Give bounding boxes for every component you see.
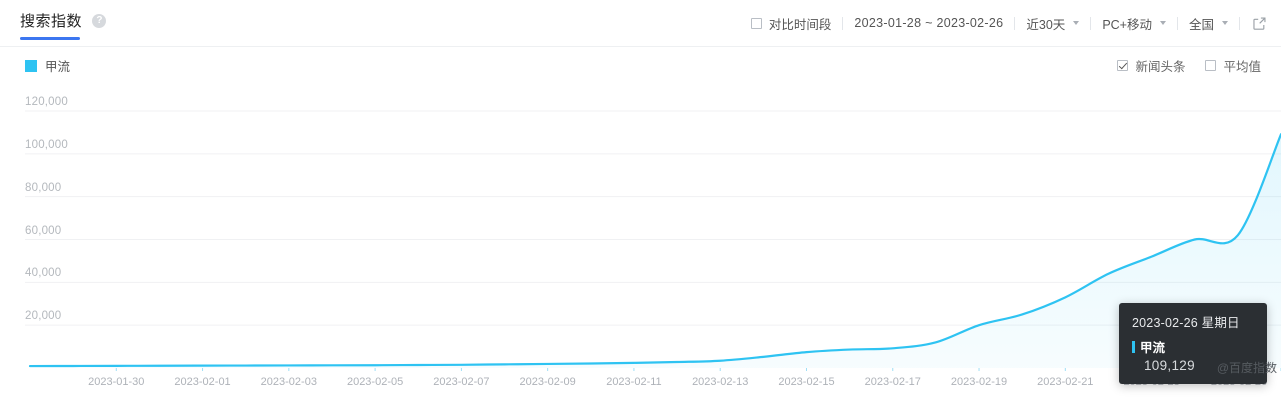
legend-row: 甲流 新闻头条 平均值: [0, 47, 1281, 82]
tab-active-indicator: [20, 37, 80, 40]
tooltip-color-bar: [1132, 340, 1135, 353]
chart-tooltip: 2023-02-26 星期日 甲流 109,129 @百度指数: [1119, 303, 1277, 384]
x-axis-tick-label: 2023-02-11: [606, 376, 662, 388]
x-axis-tick-label: 2023-02-21: [1037, 376, 1094, 388]
x-axis-tick-label: 2023-02-01: [174, 376, 231, 388]
watermark-inner: @百度指数: [1216, 361, 1277, 375]
line-chart[interactable]: 120,000 100,000 80,000 60,000 40,000 20,000 2…: [0, 86, 1281, 403]
legend-color-swatch: [25, 59, 37, 72]
x-axis-tick-label: 2023-02-15: [778, 376, 835, 388]
period-select[interactable]: 近30天: [1015, 14, 1090, 33]
legend-series-label: 甲流: [45, 60, 71, 74]
x-axis: 2023-01-30 2023-02-01 2023-02-03 2023-02-05…: [0, 86, 1281, 403]
chart-options: 新闻头条 平均值: [1097, 56, 1261, 75]
news-headline-label: 新闻头条: [1135, 60, 1186, 74]
tooltip-value: 109,129: [1144, 358, 1195, 373]
y-axis-tick-label: 80,000: [25, 181, 62, 194]
x-axis-tick-label: 2023-02-13: [692, 376, 749, 388]
checkbox-box: [1205, 60, 1217, 71]
date-range-label: 2023-01-28 ~ 2023-02-26: [854, 16, 1004, 30]
legend-item-series[interactable]: 甲流: [25, 56, 70, 75]
device-label: PC+移动: [1102, 17, 1152, 32]
page-title: 搜索指数: [20, 13, 83, 30]
chart-series-line: [28, 133, 1281, 368]
external-link-icon[interactable]: [1240, 16, 1281, 31]
y-axis-tick-label: 60,000: [25, 224, 62, 237]
x-axis-tick-label: 2023-02-05: [346, 376, 404, 388]
x-axis-tick-label: 2023-02-03: [260, 376, 317, 388]
period-label: 近30天: [1026, 17, 1066, 32]
divider: [1090, 16, 1092, 30]
x-axis-tick-label: 2023-02-09: [519, 376, 576, 388]
x-axis-tick-label: 2023-02-17: [864, 376, 921, 388]
y-axis-tick-label: 20,000: [25, 310, 62, 323]
average-checkbox[interactable]: 平均值: [1205, 56, 1261, 75]
panel-header: 搜索指数 ? 对比时间段 2023-01-28 ~ 2023-02-26 近30…: [0, 0, 1281, 47]
y-axis: 120,000 100,000 80,000 60,000 40,000 20,000: [0, 86, 1281, 403]
tooltip-series: 甲流: [1132, 337, 1255, 356]
header-controls: 对比时间段 2023-01-28 ~ 2023-02-26 近30天 PC+移动…: [740, 0, 1281, 46]
y-axis-tick-label: 120,000: [25, 96, 68, 108]
device-select[interactable]: PC+移动: [1091, 14, 1177, 33]
checkbox-box: [1117, 60, 1129, 71]
divider: [1239, 16, 1240, 30]
x-axis-tick-label: 2023-02-19: [950, 376, 1008, 388]
chevron-down-icon: [1222, 21, 1228, 25]
checkbox-box: [750, 17, 762, 29]
tooltip-date: 2023-02-26 星期日: [1132, 316, 1240, 330]
chevron-down-icon: [1073, 21, 1080, 25]
divider: [1176, 16, 1178, 30]
date-range-picker[interactable]: 2023-01-28 ~ 2023-02-26: [843, 16, 1014, 30]
y-axis-tick-label: 40,000: [25, 267, 62, 280]
tooltip-series-label: 甲流: [1140, 341, 1166, 355]
x-axis-tick-label: 2023-01-30: [88, 376, 145, 388]
divider: [1014, 16, 1016, 30]
divider: [842, 16, 844, 30]
region-select[interactable]: 全国: [1178, 14, 1239, 33]
chevron-down-icon: [1159, 21, 1166, 25]
tab-search-index[interactable]: 搜索指数 ?: [20, 10, 107, 31]
x-axis-tick-label: 2023-02-07: [433, 376, 490, 388]
question-mark-icon[interactable]: ?: [92, 13, 107, 28]
compare-period-label: 对比时间段: [768, 17, 832, 32]
region-label: 全国: [1188, 17, 1214, 32]
compare-period-checkbox[interactable]: 对比时间段: [740, 14, 843, 33]
average-label: 平均值: [1223, 60, 1261, 74]
news-headline-checkbox[interactable]: 新闻头条: [1117, 56, 1185, 75]
y-axis-tick-label: 100,000: [25, 138, 68, 151]
